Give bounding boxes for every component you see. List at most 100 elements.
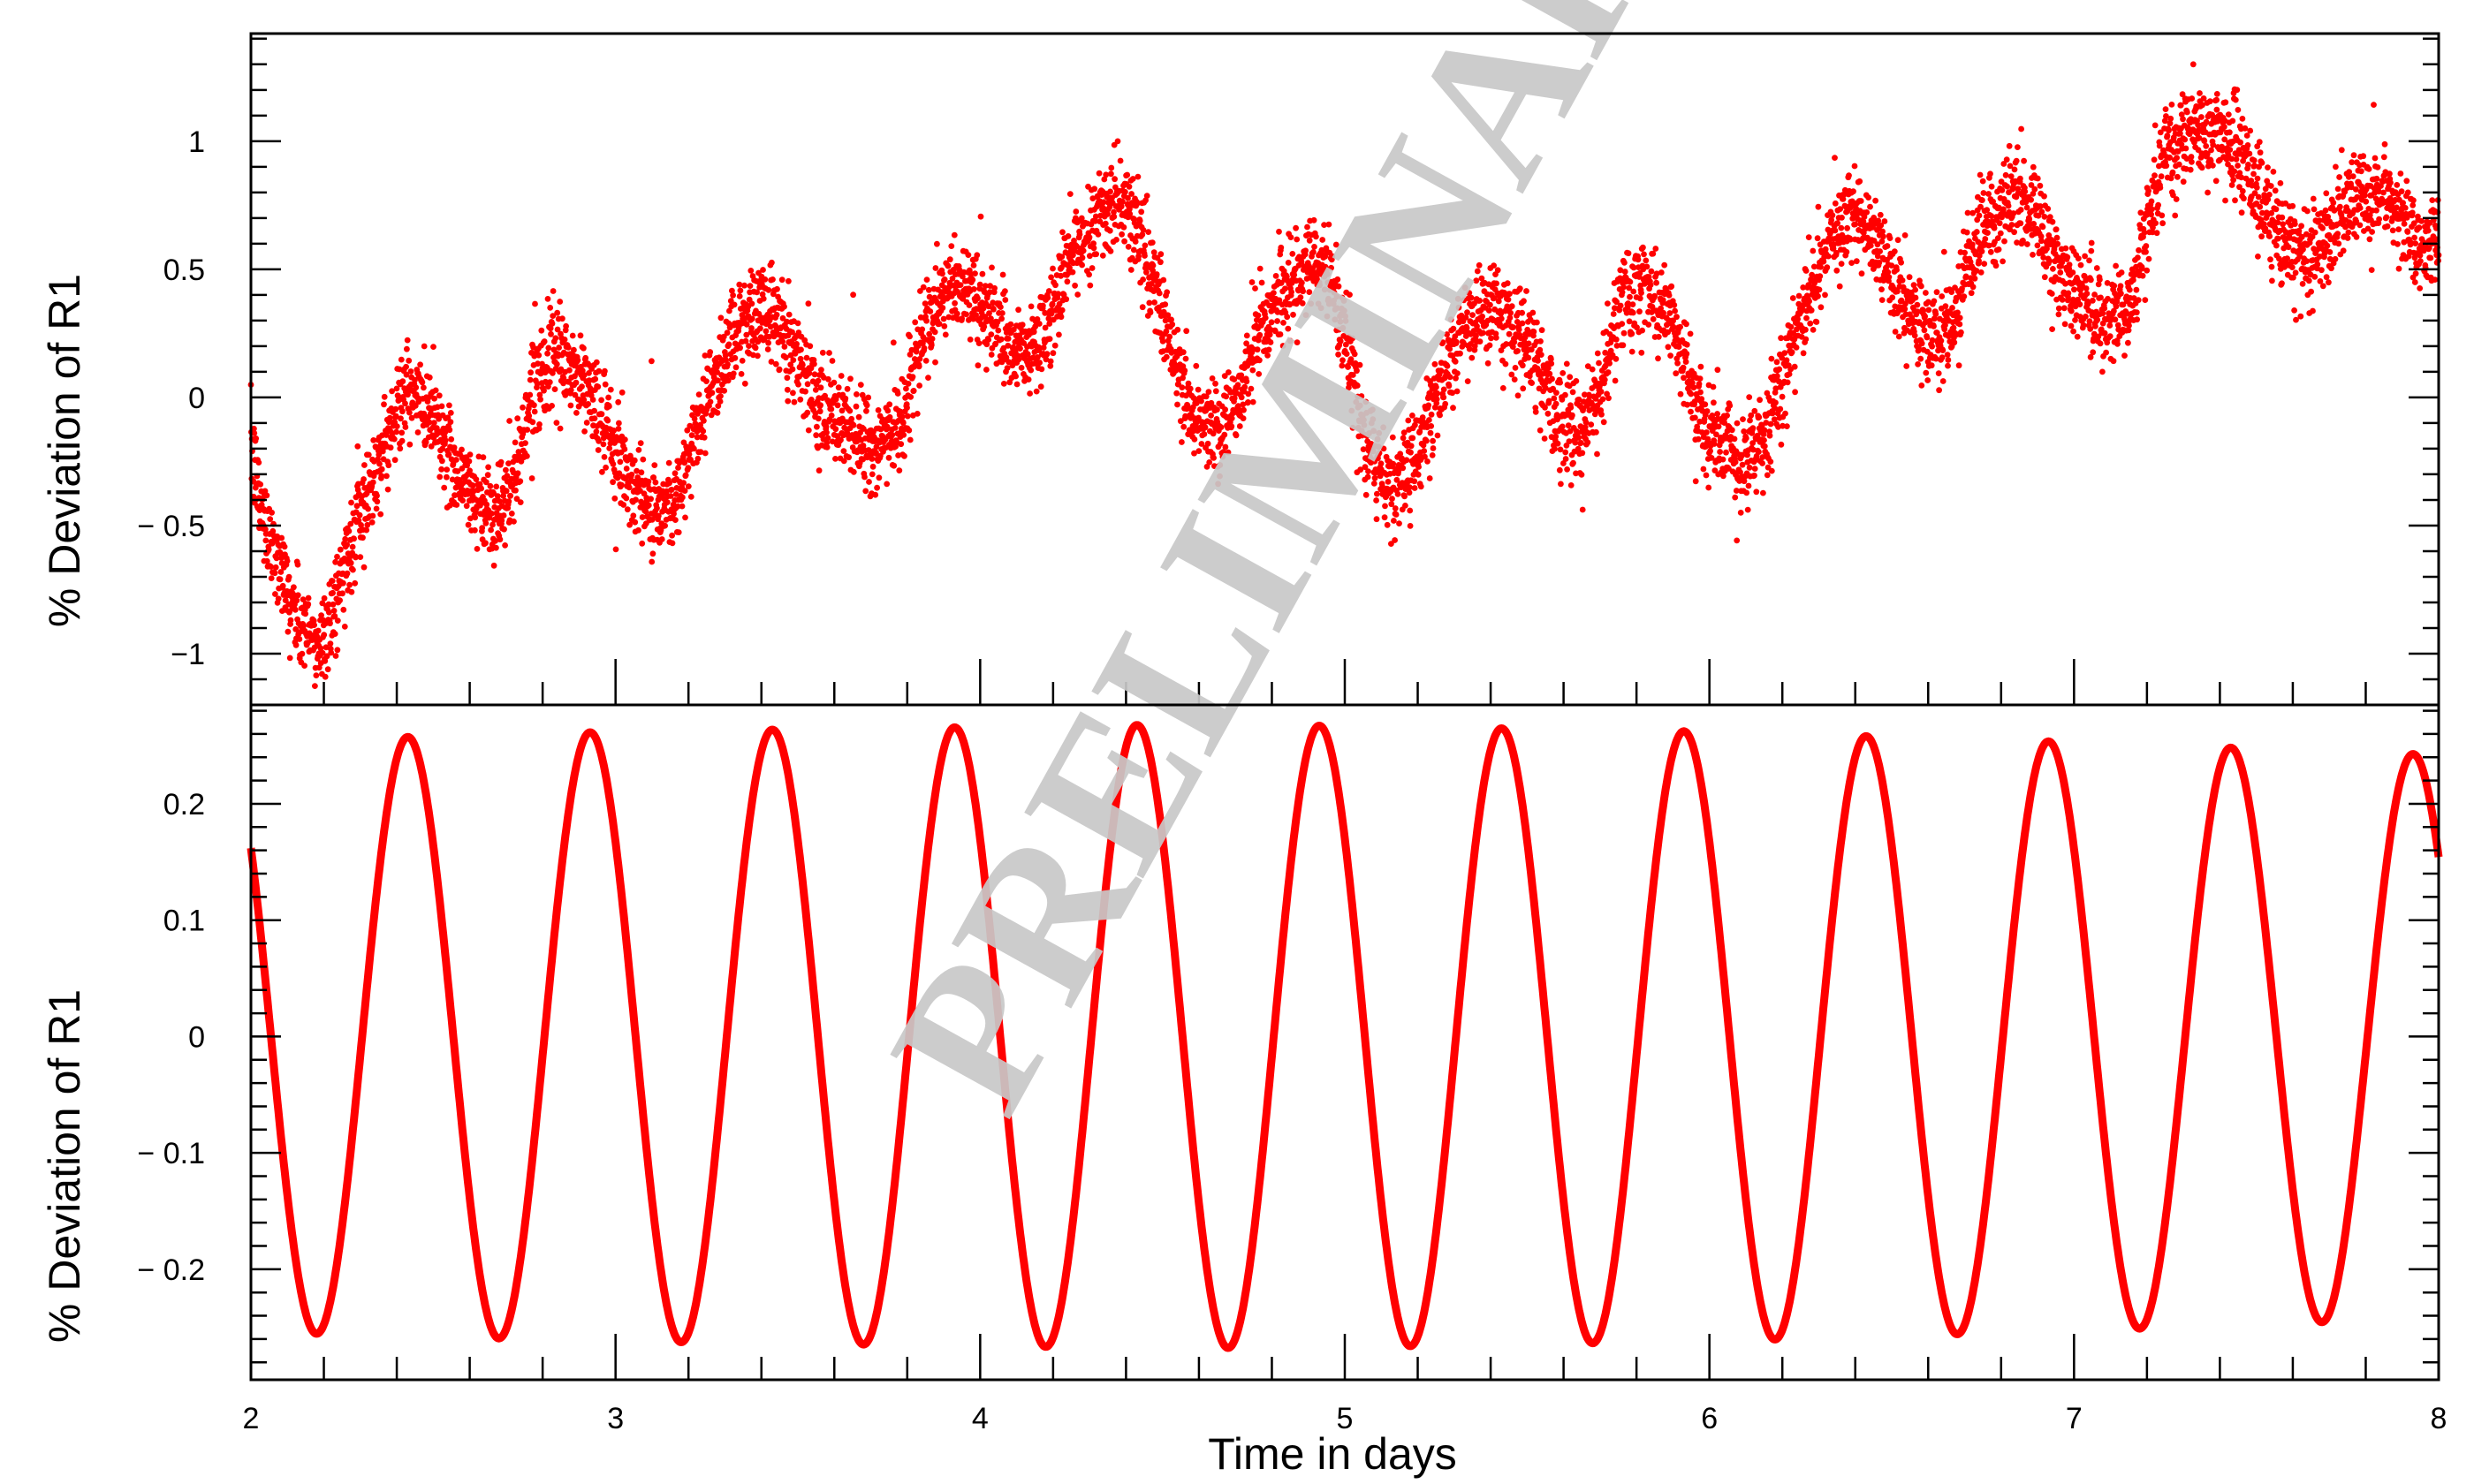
data-point [897,408,904,415]
data-point [1655,333,1662,340]
data-point [1036,321,1043,327]
data-point [1912,294,1919,301]
data-point [402,424,409,430]
data-point [1901,306,1909,313]
data-point [1766,432,1773,439]
data-point [1556,466,1563,473]
data-point [850,421,857,428]
data-point [932,265,939,271]
data-point [1645,322,1652,328]
data-point [630,512,637,519]
data-point [621,446,628,452]
data-point [398,415,404,422]
data-point [472,526,478,534]
data-point [1074,292,1081,298]
data-point [1163,353,1170,360]
data-point [255,459,262,466]
data-point [701,434,708,441]
data-point [1852,221,1859,228]
data-point [507,492,514,499]
data-point [592,375,599,382]
data-point [350,566,356,573]
data-point [262,537,269,544]
data-point [675,465,681,471]
data-point [581,372,588,378]
data-point [357,554,364,560]
data-point [1777,405,1784,413]
data-point [738,371,745,377]
data-point [892,425,899,431]
data-point [302,610,309,617]
data-point [785,277,792,284]
data-point [1005,336,1012,342]
data-point [1183,328,1190,335]
data-point [1174,401,1180,408]
data-point [1915,361,1922,367]
data-point [669,540,676,547]
data-point [652,479,659,486]
data-point [263,492,270,499]
data-point [1013,373,1019,380]
data-point [1923,369,1930,376]
data-point [1093,251,1099,258]
data-point [571,346,577,353]
data-point [1121,238,1127,245]
data-point [666,480,672,487]
data-point [1751,472,1757,479]
data-point [1151,299,1157,306]
data-point [1142,242,1149,249]
data-point [474,546,481,552]
data-point [763,328,770,335]
data-point [1120,223,1127,231]
data-point [268,564,274,570]
data-point [694,455,702,462]
data-point [1621,269,1628,275]
data-point [736,293,743,299]
data-point [287,617,294,624]
data-point [1928,362,1935,369]
data-point [1880,233,1886,240]
data-point [1640,244,1646,251]
data-point [907,352,914,358]
data-point [679,494,686,501]
data-point [847,375,854,382]
data-point [999,310,1006,316]
data-point [672,470,679,477]
data-point [375,456,381,463]
data-point [503,488,510,495]
data-point [794,320,801,327]
data-point [1605,300,1611,307]
data-point [632,519,639,526]
data-point [764,346,771,352]
data-point [419,379,426,386]
data-point [397,445,404,452]
data-point [251,430,258,436]
data-point [914,411,921,417]
data-point [747,283,754,289]
data-point [654,504,660,511]
data-point [1407,507,1414,514]
data-point [857,382,864,388]
data-point [1532,408,1539,415]
data-point [294,561,301,568]
data-point [1396,520,1402,526]
data-point [848,415,855,422]
data-point [1773,359,1780,366]
data-point [1877,248,1884,254]
data-point [983,367,990,373]
data-point [340,579,346,587]
data-point [1069,269,1076,276]
data-point [1903,363,1910,369]
data-point [257,481,264,488]
data-point [1089,265,1096,271]
data-point [916,356,923,362]
data-point [466,458,473,465]
data-point [1704,408,1711,414]
data-point [772,360,779,367]
data-point [975,295,981,302]
data-point [790,390,796,397]
data-point [743,331,750,338]
data-point [332,653,339,659]
data-point [348,499,354,506]
data-point [353,554,359,561]
